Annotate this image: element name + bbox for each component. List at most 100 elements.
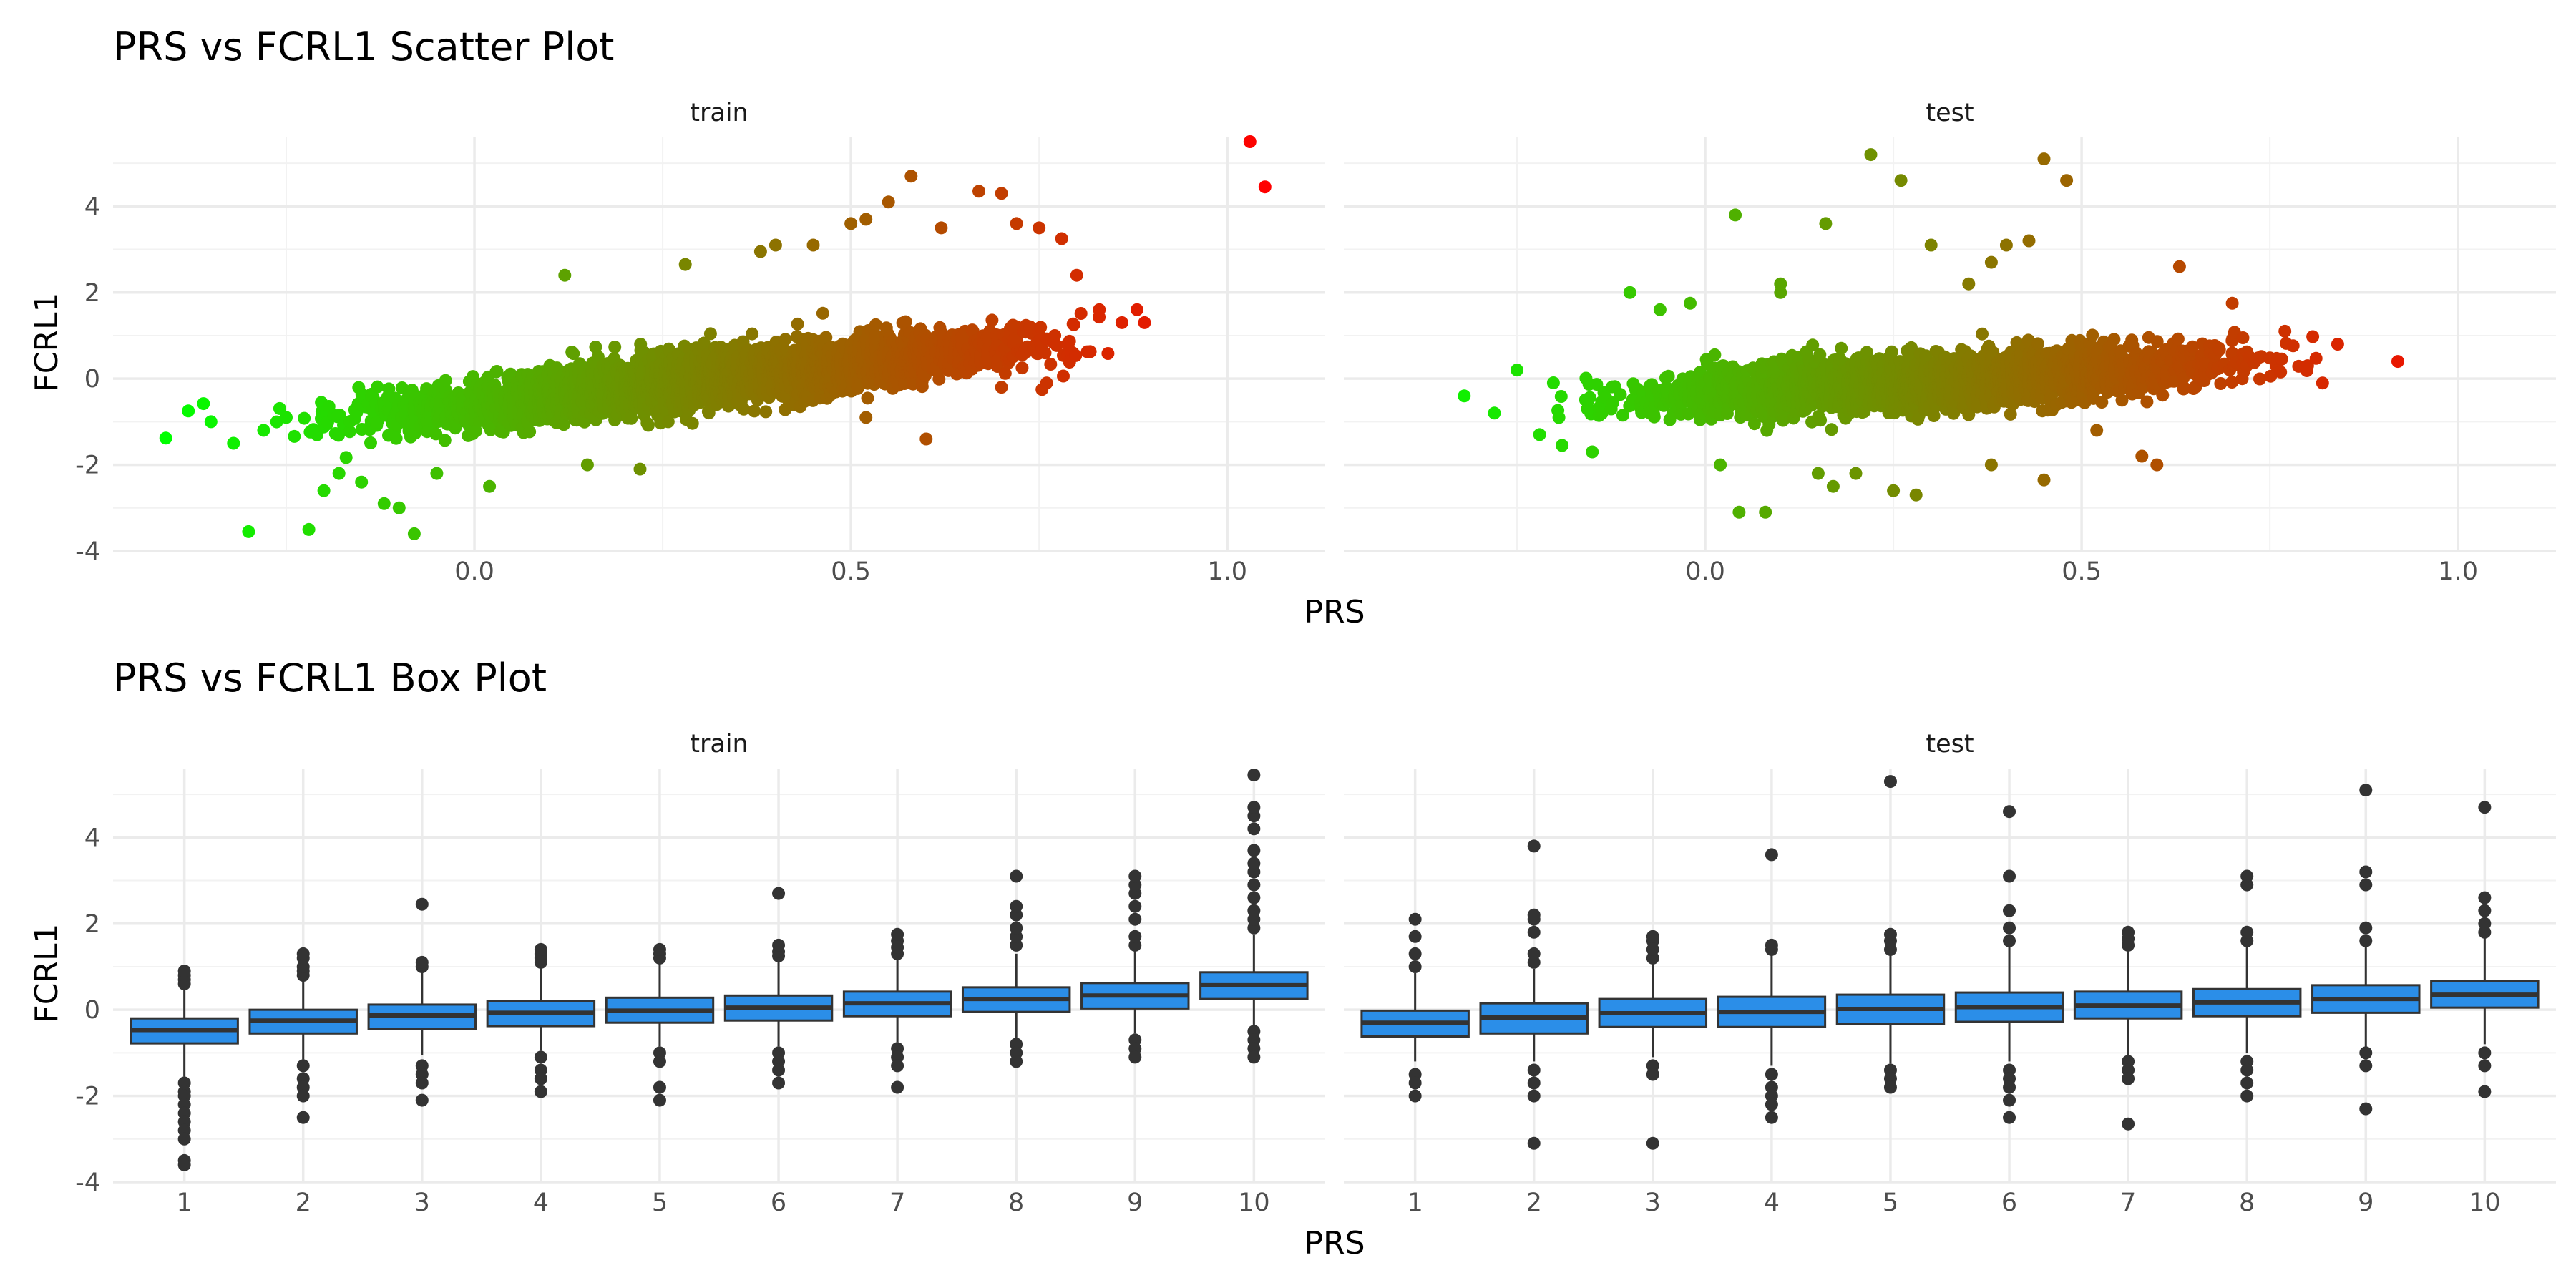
scatter-point [1623,286,1636,299]
scatter-point [1864,148,1878,162]
scatter-point [580,458,594,472]
scatter-point [371,380,384,394]
scatter-point [1774,277,1787,291]
scatter-point [816,306,829,320]
scatter-point [469,424,483,438]
scatter-point [280,411,293,424]
scatter-point [1909,488,1923,502]
scatter-point [753,245,767,258]
scatter-point [1015,361,1029,375]
scatter-point [1583,391,1596,404]
scatter-point [1811,467,1825,480]
scatter-point [1552,411,1566,424]
scatter-point [1546,376,1560,389]
scatter-point [791,317,804,331]
scatter-point [779,333,792,346]
scatter-point [1714,458,1727,472]
scatter-point [1034,321,1048,334]
scatter-point [1115,316,1128,329]
scatter-point [806,238,820,252]
scatter-facet-label-test: test [1926,99,1974,127]
scatter-point [227,436,240,450]
scatter-point [1708,348,1722,361]
scatter-point [204,415,218,429]
scatter-point [407,527,421,540]
scatter-point [1554,390,1568,403]
scatter-point [389,431,403,445]
scatter-point [1033,221,1046,235]
scatter-point [159,431,172,445]
scatter-point [333,409,346,421]
scatter-point [1826,479,1840,493]
scatter-point [273,401,286,415]
scatter-point [737,402,751,416]
scatter-point [1732,505,1746,519]
scatter-point [317,484,331,497]
scatter-point [972,185,985,198]
scatter-point [746,327,759,341]
scatter-panel-test: 0.0 0.5 1.0 [1344,137,2556,586]
x-tick-label: 0.5 [831,557,871,586]
scatter-point [661,415,675,429]
scatter-point [382,382,396,396]
scatter-point [861,391,874,405]
scatter-point [1040,376,1053,390]
scatter-point [364,436,377,449]
scatter-point [197,397,210,411]
scatter-point [697,336,711,350]
scatter-point [1556,439,1569,452]
scatter-point [1074,307,1088,320]
y-tick-label: -2 [75,452,100,480]
scatter-point [995,187,1008,200]
scatter-point [1511,364,1523,377]
scatter-plot-title: PRS vs FCRL1 Scatter Plot [113,24,614,69]
scatter-point [1038,346,1052,360]
scatter-point [484,423,497,436]
scatter-point [748,404,761,418]
scatter-point [904,170,918,183]
scatter-point [703,327,717,341]
y-tick-label: 2 [84,279,100,308]
scatter-point [355,388,369,401]
scatter-point [439,374,452,387]
scatter-point [343,425,356,439]
scatter-point [919,432,933,446]
scatter-point [1586,445,1599,459]
scatter-point [1243,135,1257,148]
scatter-point [1835,341,1848,355]
scatter-point [769,238,782,252]
scatter-point [935,221,948,235]
scatter-point [355,475,369,489]
scatter-point [438,434,452,447]
scatter-point [1044,358,1058,371]
scatter-point [567,347,580,361]
scatter-point [1083,345,1097,358]
x-tick-label: 1.0 [1207,557,1247,586]
x-tick-label: 0.5 [2062,557,2102,586]
scatter-point [298,411,311,425]
scatter-point [523,425,537,439]
scatter-point [1138,316,1151,329]
scatter-point [1924,238,1938,252]
scatter-point [377,497,391,510]
scatter-point [483,479,497,493]
scatter-point [1653,303,1667,316]
scatter-point [302,522,316,536]
scatter-point [558,268,572,282]
scatter-point [995,381,1008,394]
x-tick-label: 1.0 [2438,557,2478,586]
scatter-point [859,213,873,226]
scatter-point [1067,318,1080,331]
x-tick-label: 0.0 [1685,557,1725,586]
scatter-point [392,501,406,514]
scatter-point [1759,505,1772,519]
scatter-point [686,416,699,430]
scatter-point [332,467,346,480]
scatter-point [242,525,255,538]
scatter-point [1010,217,1023,230]
scatter-point [1101,347,1115,360]
scatter-point [1131,303,1143,316]
scatter-point [1258,180,1272,194]
